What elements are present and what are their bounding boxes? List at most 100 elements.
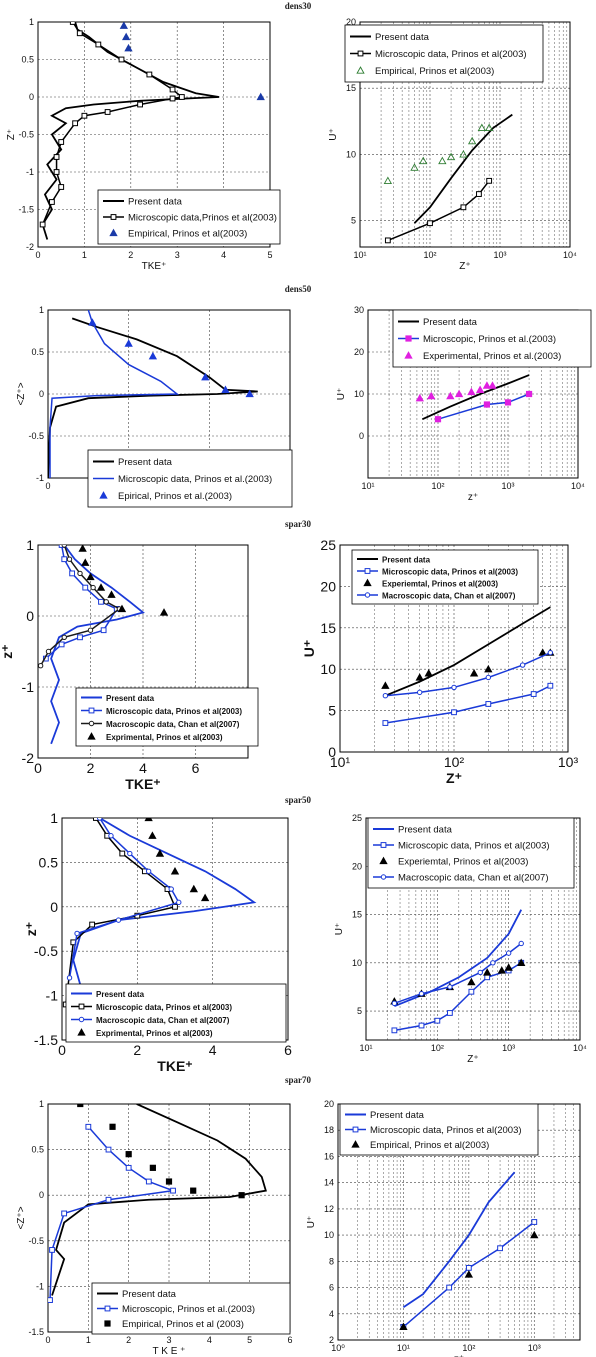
data-point <box>81 558 90 566</box>
series-line <box>413 113 513 224</box>
series-group <box>48 310 258 478</box>
x-tick-label: 10² <box>423 250 436 260</box>
legend-entry: Present data <box>128 197 183 208</box>
legend: Present data Microscopic data, Prinos et … <box>75 687 259 747</box>
y-tick-label: 0.5 <box>31 347 44 357</box>
data-point <box>127 850 133 857</box>
legend-entry: Microscopic, Prinos et al.(2003) <box>423 334 556 345</box>
y-axis-label: <Z⁺> <box>16 1206 27 1229</box>
data-point <box>484 664 493 673</box>
x-tick-label: 4 <box>139 760 147 776</box>
chart-dens50-u: 10¹ 10² 10³ 10⁴ 0 10 20 30 z⁺ U⁺ Present data Micro… <box>336 305 592 503</box>
data-point <box>95 41 102 48</box>
y-axis-label: z⁺ <box>0 644 15 658</box>
data-point <box>467 387 476 396</box>
data-point <box>69 570 76 577</box>
y-tick-label: 0.5 <box>31 1145 44 1155</box>
series-group <box>390 909 526 1034</box>
data-point <box>238 1192 245 1199</box>
legend-marker <box>78 1003 85 1010</box>
legend-marker <box>380 874 387 880</box>
legend-marker <box>356 66 365 74</box>
data-point <box>149 1164 156 1171</box>
x-tick-label: 10² <box>444 754 465 770</box>
data-point <box>476 191 482 197</box>
data-point <box>169 86 176 93</box>
legend-entry: Experiemtal, Prinos et al(2003) <box>398 857 528 868</box>
x-axis-label: Z⁺ <box>467 1054 478 1065</box>
y-tick-label: 0.5 <box>21 55 34 65</box>
data-point <box>96 818 103 821</box>
series-line <box>45 545 118 660</box>
data-point <box>477 969 483 976</box>
x-tick-label: 0 <box>45 481 50 491</box>
series-line <box>65 818 177 1005</box>
legend-box <box>87 449 293 508</box>
data-point <box>145 1178 152 1185</box>
y-tick-label: 20 <box>352 861 362 871</box>
y-tick-label: 5 <box>357 1006 362 1016</box>
legend-marker <box>363 578 372 587</box>
x-tick-label: 10⁴ <box>563 250 577 260</box>
data-point <box>381 681 390 689</box>
x-axis-label: T K E ⁺ <box>153 1346 186 1357</box>
legend-entry: Present data <box>118 457 173 468</box>
y-tick-label: 1 <box>50 810 58 826</box>
y-tick-label: -1 <box>36 1281 44 1291</box>
legend-entry: Microscopic data, Prinos et al(2003) <box>382 568 518 577</box>
plot-frame <box>37 21 271 248</box>
y-tick-label: 30 <box>354 305 364 315</box>
y-tick-label: 25 <box>320 537 336 553</box>
data-point <box>144 818 153 822</box>
data-point <box>446 1010 453 1016</box>
data-point <box>39 221 46 228</box>
data-point <box>61 1210 68 1217</box>
data-point <box>504 399 512 406</box>
data-point <box>148 351 158 360</box>
legend-entry: Microscopic data,Prinos et al(2003) <box>128 213 277 224</box>
x-tick-label: 10¹ <box>359 1043 372 1053</box>
data-point <box>66 556 73 562</box>
legend-marker <box>352 1126 359 1133</box>
data-point <box>178 94 185 100</box>
y-tick-label: -2 <box>26 242 34 252</box>
data-point <box>61 556 68 563</box>
data-point <box>415 673 424 681</box>
data-point <box>525 390 533 398</box>
y-tick-label: 10 <box>324 1230 334 1240</box>
legend-entry: Microscopic, Prinos et al.(2003) <box>122 1304 255 1315</box>
x-axis-label: TKE⁺ <box>157 1058 192 1074</box>
legend: Present data Microscopic data, Prinos et … <box>351 549 539 605</box>
x-tick-label: 2 <box>87 760 95 776</box>
chart-spar30-tke: 0 2 4 6 -2 -1 0 1 TKE⁺ z⁺ Present data Microscopic … <box>0 537 259 792</box>
y-tick-label: 6 <box>329 1283 334 1293</box>
series-group <box>62 818 257 1008</box>
x-tick-label: 2 <box>128 250 133 260</box>
x-tick-label: 10⁴ <box>573 1043 587 1053</box>
data-point <box>427 220 433 227</box>
data-point <box>451 709 457 716</box>
legend-entry: Microscopic data, Prinos et al(2003) <box>106 707 242 716</box>
data-point <box>530 1230 539 1239</box>
x-tick-label: 5 <box>247 1335 252 1345</box>
data-point <box>107 590 116 598</box>
y-tick-label: 1 <box>39 305 44 315</box>
data-point <box>165 1178 173 1185</box>
y-axis-label: U⁺ <box>336 388 347 401</box>
y-tick-label: 14 <box>324 1178 334 1188</box>
data-point <box>170 1187 176 1194</box>
legend-box <box>91 1282 291 1335</box>
panel-title: spar70 <box>285 1075 312 1085</box>
x-tick-label: 10¹ <box>361 481 374 491</box>
y-tick-label: 10 <box>354 389 364 399</box>
data-point <box>87 627 94 633</box>
data-point <box>76 30 83 37</box>
legend-entry: Exprimental, Prinos et al(2003) <box>96 1029 213 1038</box>
y-tick-label: 0 <box>328 744 336 760</box>
legend: Present data Microscopic data, Prinos et … <box>344 24 544 83</box>
legend-entry: Macroscopic data, Chan et al(2007) <box>96 1016 230 1025</box>
y-tick-label: 1 <box>29 17 34 27</box>
x-tick-label: 0 <box>58 1042 66 1058</box>
legend-box <box>344 24 544 83</box>
data-point <box>119 850 126 857</box>
